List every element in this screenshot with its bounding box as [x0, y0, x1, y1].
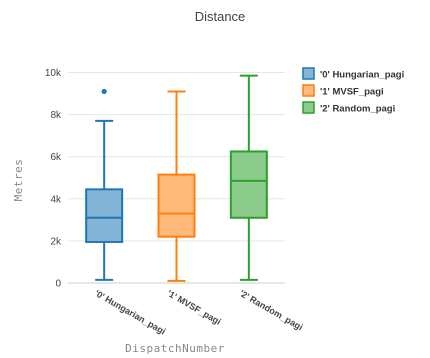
- legend-swatch: [302, 101, 315, 114]
- y-tick-label: 6k: [50, 152, 62, 163]
- legend-label: '0' Hungarian_pagi: [320, 70, 404, 81]
- boxes: [85, 74, 268, 282]
- box-iqr: [85, 188, 124, 243]
- y-tick-label: 10k: [45, 68, 62, 79]
- chart-title: Distance: [195, 9, 246, 24]
- legend[interactable]: '0' Hungarian_pagi '1' MVSF_pagi '2' Rando…: [302, 67, 404, 115]
- box-series-0[interactable]: [85, 88, 124, 281]
- legend-item-2[interactable]: '2' Random_pagi: [302, 101, 395, 115]
- legend-item-1[interactable]: '1' MVSF_pagi: [302, 84, 384, 98]
- x-tick-label: '1' MVSF_pagi: [166, 288, 223, 327]
- box-iqr: [229, 150, 268, 219]
- legend-swatch: [302, 84, 315, 97]
- box-iqr: [157, 173, 196, 238]
- y-tick-label: 0: [55, 279, 61, 290]
- x-tick-label: '0' Hungarian_pagi: [93, 288, 167, 337]
- outlier-point: [101, 88, 107, 95]
- legend-label: '1' MVSF_pagi: [320, 87, 384, 98]
- y-tick-label: 2k: [50, 236, 62, 247]
- y-axis-title: Metres: [12, 159, 25, 202]
- legend-swatch: [302, 67, 315, 80]
- box-series-2[interactable]: [229, 74, 268, 281]
- legend-item-0[interactable]: '0' Hungarian_pagi: [302, 67, 404, 81]
- x-axis-ticks: '0' Hungarian_pagi'1' MVSF_pagi '2' Rando…: [93, 288, 304, 337]
- y-tick-label: 8k: [50, 110, 62, 121]
- legend-label: '2' Random_pagi: [320, 104, 395, 115]
- x-tick-label: '2' Random_pagi: [238, 288, 305, 332]
- y-axis-ticks: 0 2k 4k 6k 8k 10k: [45, 68, 62, 289]
- x-axis-title: DispatchNumber: [125, 342, 225, 355]
- y-tick-label: 4k: [50, 194, 62, 205]
- box-series-1[interactable]: [157, 90, 196, 282]
